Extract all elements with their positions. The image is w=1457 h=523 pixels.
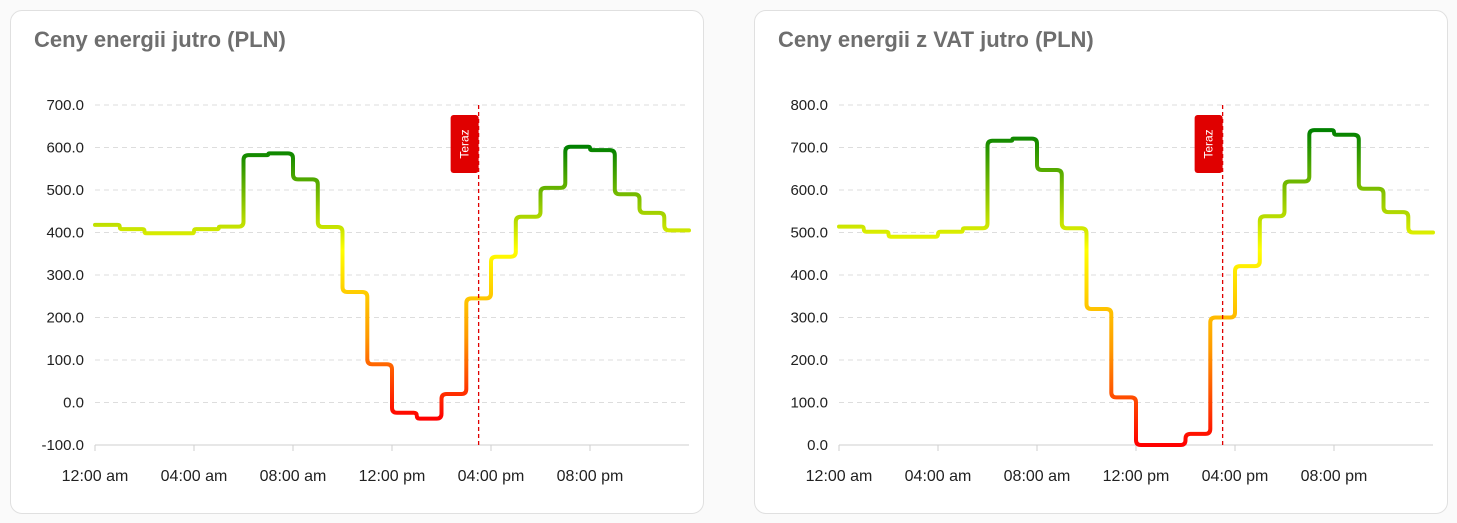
y-tick-label: 700.0	[790, 140, 828, 157]
price-point[interactable]	[874, 230, 878, 234]
now-marker-label: Teraz	[458, 129, 472, 158]
x-tick-label: 12:00 am	[62, 468, 129, 485]
price-point[interactable]	[924, 235, 928, 239]
x-tick-label: 08:00 am	[1004, 468, 1071, 485]
price-point[interactable]	[625, 192, 629, 196]
y-tick-label: 400.0	[790, 267, 828, 284]
price-point[interactable]	[650, 211, 654, 215]
price-point[interactable]	[1320, 128, 1324, 132]
price-point[interactable]	[254, 153, 258, 157]
x-tick-label: 12:00 pm	[1103, 468, 1170, 485]
y-tick-label: 800.0	[790, 97, 828, 114]
card-title: Ceny energii z VAT jutro (PLN)	[778, 27, 1094, 52]
price-point[interactable]	[998, 139, 1002, 143]
price-point[interactable]	[105, 223, 109, 227]
price-point[interactable]	[279, 151, 283, 155]
price-point[interactable]	[973, 226, 977, 230]
y-tick-label: 300.0	[790, 310, 828, 327]
price-point[interactable]	[1146, 443, 1150, 447]
price-point[interactable]	[576, 145, 580, 149]
x-tick-label: 08:00 am	[260, 468, 327, 485]
price-point[interactable]	[1245, 264, 1249, 268]
x-tick-label: 12:00 pm	[359, 468, 426, 485]
price-card-vat: Ceny energii z VAT jutro (PLN) 800.0 700.…	[754, 10, 1448, 514]
price-point[interactable]	[899, 235, 903, 239]
y-tick-label: 200.0	[790, 352, 828, 369]
x-tick-label: 04:00 pm	[1202, 468, 1269, 485]
y-tick-label: 200.0	[46, 310, 84, 327]
price-point[interactable]	[402, 411, 406, 415]
price-point[interactable]	[948, 230, 952, 234]
price-point[interactable]	[849, 225, 853, 229]
price-point[interactable]	[378, 362, 382, 366]
price-point[interactable]	[1097, 307, 1101, 311]
price-point[interactable]	[1344, 133, 1348, 137]
y-tick-label: 500.0	[790, 225, 828, 242]
x-tick-label: 04:00 am	[161, 468, 228, 485]
price-point[interactable]	[1171, 443, 1175, 447]
price-point[interactable]	[1419, 231, 1423, 235]
price-point[interactable]	[551, 186, 555, 190]
y-tick-label: 400.0	[46, 225, 84, 242]
price-point[interactable]	[1122, 395, 1126, 399]
price-point[interactable]	[600, 148, 604, 152]
price-point[interactable]	[1072, 226, 1076, 230]
price-series-line[interactable]	[93, 144, 691, 421]
price-point[interactable]	[1196, 432, 1200, 436]
price-point[interactable]	[328, 225, 332, 229]
y-tick-label: 600.0	[790, 182, 828, 199]
price-point[interactable]	[1023, 137, 1027, 141]
price-point[interactable]	[130, 227, 134, 231]
price-point[interactable]	[526, 215, 530, 219]
y-tick-label: 500.0	[46, 182, 84, 199]
x-tick-label: 08:00 pm	[1301, 468, 1368, 485]
y-tick-label: 700.0	[46, 97, 84, 114]
price-card-net: Ceny energii jutro (PLN) 700.0 600.0 500.0…	[10, 10, 704, 514]
y-tick-label: 300.0	[46, 267, 84, 284]
x-tick-label: 08:00 pm	[557, 468, 624, 485]
price-series-line[interactable]	[837, 128, 1435, 447]
price-point[interactable]	[1394, 210, 1398, 214]
y-tick-label: 0.0	[807, 437, 828, 454]
x-tick-label: 04:00 am	[905, 468, 972, 485]
price-point[interactable]	[204, 227, 208, 231]
card-title: Ceny energii jutro (PLN)	[34, 27, 286, 52]
now-marker-badge	[450, 115, 479, 173]
now-marker-badge	[1194, 115, 1223, 173]
price-point[interactable]	[303, 177, 307, 181]
price-point[interactable]	[1270, 214, 1274, 218]
price-point[interactable]	[427, 417, 431, 421]
now-marker-label: Teraz	[1202, 129, 1216, 158]
y-tick-label: -100.0	[41, 437, 84, 454]
y-tick-label: 600.0	[46, 140, 84, 157]
price-point[interactable]	[180, 231, 184, 235]
price-chart-vat[interactable]: 800.0 700.0 600.0 500.0 400.0 300.0 200.0 100.0…	[755, 11, 1448, 514]
price-point[interactable]	[155, 231, 159, 235]
y-tick-label: 100.0	[46, 352, 84, 369]
price-point[interactable]	[1047, 168, 1051, 172]
price-point[interactable]	[1295, 180, 1299, 184]
x-tick-label: 04:00 pm	[458, 468, 525, 485]
price-point[interactable]	[1369, 187, 1373, 191]
price-point[interactable]	[501, 255, 505, 259]
price-point[interactable]	[353, 290, 357, 294]
x-tick-label: 12:00 am	[806, 468, 873, 485]
price-chart-net[interactable]: 700.0 600.0 500.0 400.0 300.0 200.0 100.0 0.0 -1…	[11, 11, 704, 514]
price-point[interactable]	[675, 228, 679, 232]
price-point[interactable]	[452, 392, 456, 396]
y-tick-label: 100.0	[790, 395, 828, 412]
price-point[interactable]	[229, 225, 233, 229]
y-tick-label: 0.0	[63, 395, 84, 412]
